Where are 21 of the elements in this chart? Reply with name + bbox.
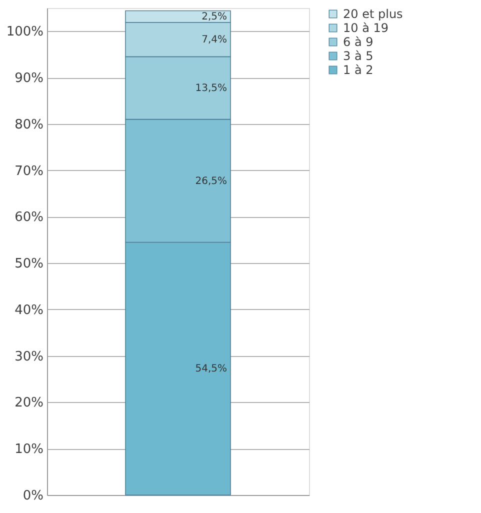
y-tick-label: 20% [14,396,44,411]
y-tick-label: 30% [14,349,44,364]
y-tick-label: 50% [14,256,44,272]
data-label: 13,5% [195,83,227,94]
legend-label: 10 à 19 [343,21,389,35]
legend-label: 20 et plus [343,7,403,21]
legend-label: 6 à 9 [343,35,374,49]
y-tick-label: 100% [6,24,44,40]
y-tick-label: 40% [14,302,44,318]
data-label: 54,5% [195,364,227,375]
y-tick-label: 80% [14,117,44,132]
y-tick-label: 0% [22,488,44,504]
y-tick-label: 70% [14,164,44,179]
legend-label: 1 à 2 [343,63,374,77]
data-label: 26,5% [195,176,227,187]
data-label: 7,4% [202,34,227,46]
y-tick-label: 10% [14,442,44,458]
y-tick-label: 60% [14,210,44,226]
legend-label: 3 à 5 [343,49,374,63]
data-label: 2,5% [202,12,227,23]
y-tick-label: 90% [14,71,44,86]
